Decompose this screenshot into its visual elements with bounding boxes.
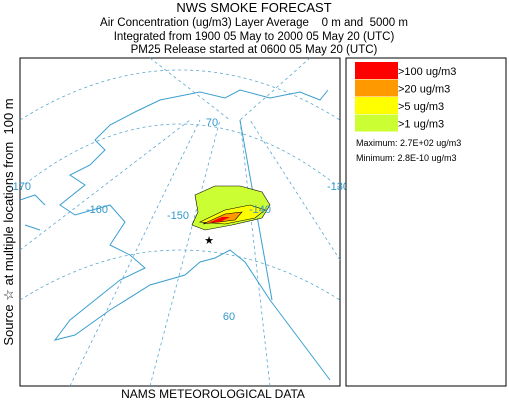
source-marker: ★	[204, 235, 214, 247]
map-label: -130	[327, 181, 349, 193]
map-label: -140	[249, 204, 271, 216]
subtitle: Air Concentration (ug/m3) Layer Average …	[100, 17, 408, 29]
map-label: -160	[86, 204, 108, 216]
legend-swatch	[355, 79, 398, 97]
legend-label: >100 ug/m3	[398, 66, 456, 78]
plume	[208, 217, 230, 223]
title: NWS SMOKE FORECAST	[176, 0, 331, 15]
map-label: 70	[206, 117, 218, 129]
graticule	[19, 57, 341, 387]
graticule	[19, 249, 341, 301]
graticule	[19, 123, 341, 189]
map-frame	[19, 57, 341, 387]
map-label: 60	[223, 311, 235, 323]
legend-swatch	[355, 114, 398, 132]
footer: NAMS METEOROLOGICAL DATA	[121, 387, 305, 401]
legend-swatch	[355, 97, 398, 114]
map-label: -150	[167, 210, 189, 222]
legend-label: >5 ug/m3	[398, 101, 444, 113]
legend-label: >20 ug/m3	[398, 84, 450, 96]
subtitle: PM25 Release started at 0600 05 May 20 (…	[131, 44, 378, 56]
minimum: Minimum: 2.8E-10 ug/m3	[356, 153, 457, 163]
graticule	[19, 69, 341, 121]
maximum: Maximum: 2.7E+02 ug/m3	[356, 138, 461, 148]
map-label: -170	[9, 181, 31, 193]
side-label: Source ☆ at multiple locations from 100 …	[1, 98, 16, 345]
subtitle: Integrated from 1900 05 May to 2000 05 M…	[114, 31, 395, 43]
legend-label: >1 ug/m3	[398, 119, 444, 131]
map: ★ -170 -160 -150 -140 -130 70 60	[9, 57, 349, 387]
legend-swatch	[355, 62, 398, 79]
